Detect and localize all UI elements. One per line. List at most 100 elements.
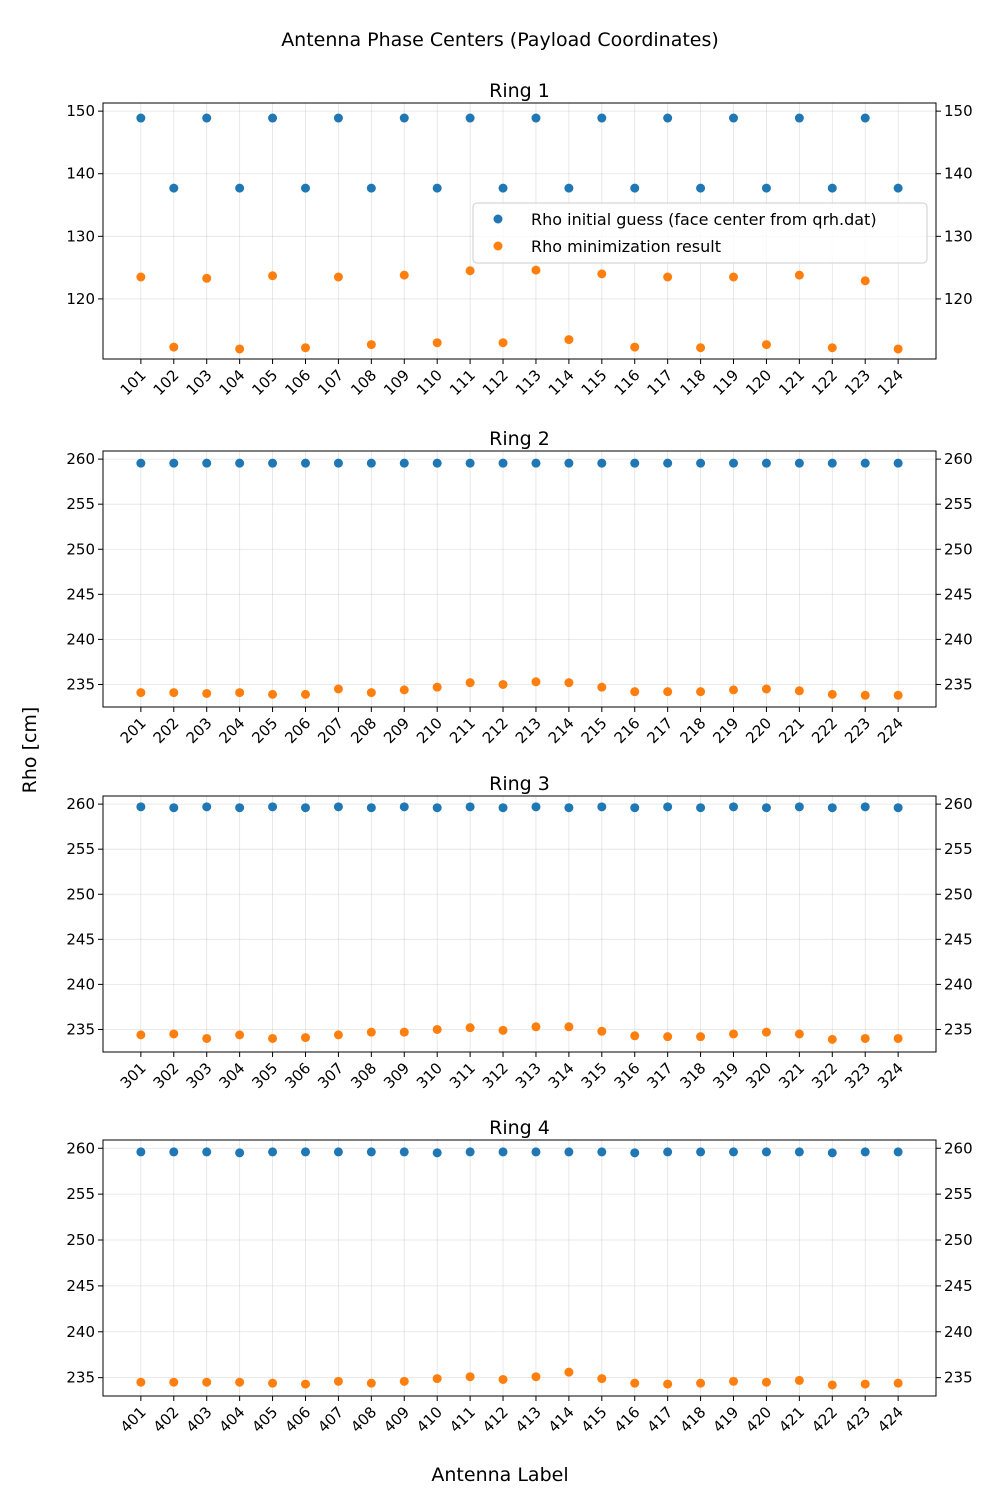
point-minimization-result: [235, 1377, 245, 1387]
x-tick-label: 416: [611, 1403, 644, 1436]
point-initial-guess: [268, 113, 278, 123]
point-initial-guess: [300, 1147, 310, 1157]
point-initial-guess: [465, 1147, 475, 1157]
point-minimization-result: [399, 270, 409, 280]
point-initial-guess: [366, 803, 376, 813]
point-minimization-result: [564, 1367, 574, 1377]
x-tick-label: 310: [413, 1059, 446, 1092]
point-initial-guess: [696, 458, 706, 468]
point-minimization-result: [794, 686, 804, 696]
point-minimization-result: [827, 343, 837, 353]
point-initial-guess: [531, 113, 541, 123]
x-tick-label: 312: [479, 1059, 512, 1092]
point-initial-guess: [663, 113, 673, 123]
point-initial-guess: [696, 1147, 706, 1157]
point-initial-guess: [630, 1148, 640, 1158]
y-tick-label-right: 245: [944, 585, 973, 603]
x-tick-label: 101: [117, 366, 150, 399]
axes-frame: [102, 795, 937, 1053]
x-axis-label: Antenna Label: [431, 1464, 568, 1486]
point-initial-guess: [202, 458, 212, 468]
y-tick-label: 235: [66, 675, 95, 693]
point-minimization-result: [399, 1376, 409, 1386]
y-tick-label: 140: [66, 165, 95, 183]
subplot-title: Ring 1: [489, 80, 550, 102]
point-minimization-result: [432, 1024, 442, 1034]
point-initial-guess: [860, 113, 870, 123]
point-minimization-result: [235, 1030, 245, 1040]
point-minimization-result: [696, 343, 706, 353]
y-tick-label: 235: [66, 1369, 95, 1387]
chart-title: Antenna Phase Centers (Payload Coordinat…: [281, 29, 719, 51]
point-minimization-result: [169, 688, 179, 698]
x-tick-label: 221: [775, 714, 808, 747]
point-minimization-result: [696, 687, 706, 697]
point-initial-guess: [663, 458, 673, 468]
point-minimization-result: [663, 1032, 673, 1042]
x-tick-label: 420: [742, 1403, 775, 1436]
point-initial-guess: [498, 458, 508, 468]
x-tick-label: 201: [117, 714, 150, 747]
x-tick-label: 415: [578, 1403, 611, 1436]
point-initial-guess: [597, 458, 607, 468]
point-minimization-result: [893, 344, 903, 354]
legend-marker: [493, 241, 503, 251]
point-initial-guess: [597, 1147, 607, 1157]
point-minimization-result: [333, 1030, 343, 1040]
point-initial-guess: [136, 1147, 146, 1157]
y-tick-label-right: 255: [944, 840, 973, 858]
point-minimization-result: [235, 688, 245, 698]
point-initial-guess: [333, 113, 343, 123]
point-minimization-result: [893, 1033, 903, 1043]
point-initial-guess: [235, 458, 245, 468]
y-tick-label: 245: [66, 1277, 95, 1295]
y-tick-label-right: 250: [944, 540, 973, 558]
x-tick-label: 211: [446, 714, 479, 747]
point-minimization-result: [465, 1372, 475, 1382]
point-minimization-result: [432, 338, 442, 348]
x-tick-label: 106: [281, 366, 314, 399]
legend: Rho initial guess (face center from qrh.…: [472, 202, 928, 264]
x-tick-label: 419: [709, 1403, 742, 1436]
point-initial-guess: [432, 1148, 442, 1158]
point-minimization-result: [827, 1380, 837, 1390]
point-minimization-result: [366, 1027, 376, 1037]
x-tick-label: 407: [314, 1403, 347, 1436]
point-minimization-result: [597, 269, 607, 279]
point-initial-guess: [794, 802, 804, 812]
point-initial-guess: [498, 803, 508, 813]
point-minimization-result: [893, 690, 903, 700]
point-initial-guess: [432, 183, 442, 193]
point-initial-guess: [729, 113, 739, 123]
x-tick-label: 120: [742, 366, 775, 399]
y-tick-label-right: 245: [944, 1277, 973, 1295]
point-initial-guess: [729, 458, 739, 468]
point-initial-guess: [169, 803, 179, 813]
point-minimization-result: [333, 272, 343, 282]
point-minimization-result: [564, 1022, 574, 1032]
x-tick-label: 103: [183, 366, 216, 399]
point-minimization-result: [630, 1378, 640, 1388]
point-initial-guess: [860, 458, 870, 468]
point-minimization-result: [465, 1023, 475, 1033]
y-tick-label-right: 130: [944, 227, 973, 245]
point-initial-guess: [399, 458, 409, 468]
subplot-ring-3: Ring 3 235 235 240 240 245 245 250 250 255 255 260 2…: [66, 773, 972, 1092]
point-initial-guess: [893, 183, 903, 193]
axes-frame: [102, 1139, 937, 1397]
point-initial-guess: [893, 803, 903, 813]
point-initial-guess: [235, 1148, 245, 1158]
x-tick-label: 109: [380, 366, 413, 399]
point-minimization-result: [202, 1377, 212, 1387]
point-initial-guess: [564, 803, 574, 813]
x-tick-label: 107: [314, 366, 347, 399]
x-tick-label: 313: [512, 1059, 545, 1092]
x-tick-label: 412: [479, 1403, 512, 1436]
point-minimization-result: [761, 1377, 771, 1387]
x-tick-label: 316: [611, 1059, 644, 1092]
y-tick-label: 240: [66, 630, 95, 648]
x-tick-label: 318: [676, 1059, 709, 1092]
point-minimization-result: [630, 687, 640, 697]
point-minimization-result: [202, 688, 212, 698]
y-tick-label: 235: [66, 1020, 95, 1038]
